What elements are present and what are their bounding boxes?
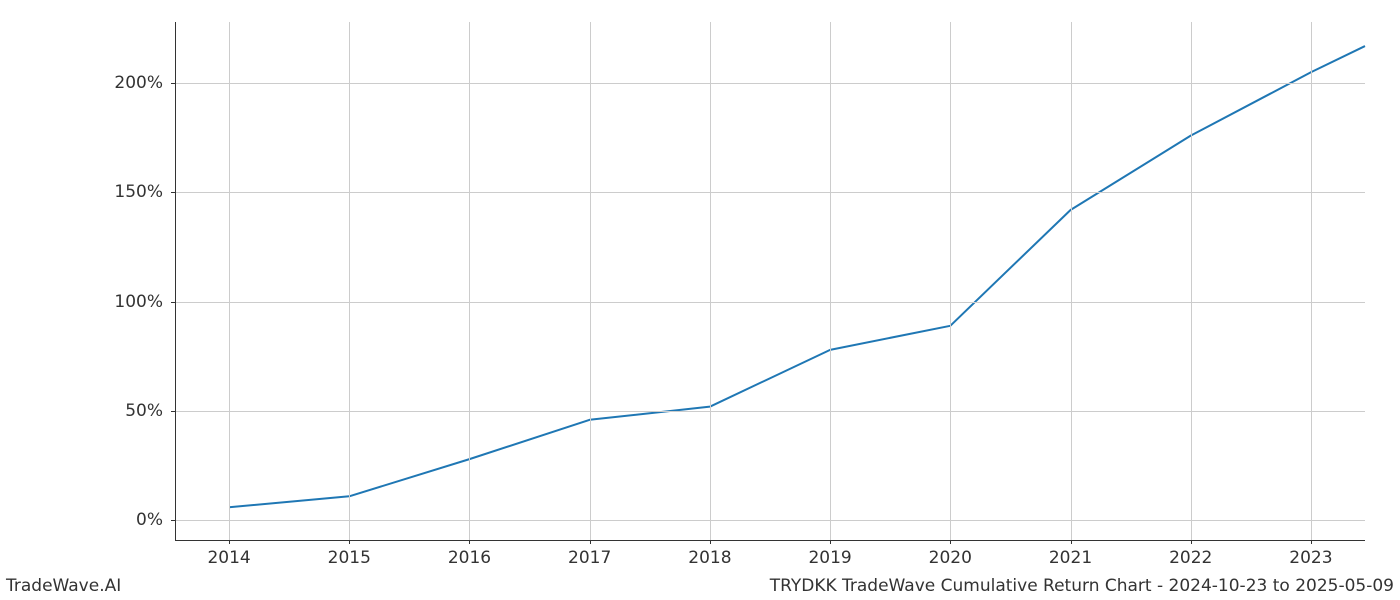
gridline-vertical — [590, 22, 591, 540]
x-tick-label: 2021 — [1049, 548, 1092, 568]
gridline-vertical — [950, 22, 951, 540]
gridline-vertical — [469, 22, 470, 540]
spine-left — [175, 22, 176, 540]
spine-bottom — [175, 540, 1365, 541]
x-tick-label: 2018 — [688, 548, 731, 568]
x-tick-label: 2014 — [207, 548, 250, 568]
x-tick-label: 2015 — [328, 548, 371, 568]
gridline-vertical — [1071, 22, 1072, 540]
plot-area — [175, 22, 1365, 540]
line-layer — [175, 22, 1365, 540]
footer-caption: TRYDKK TradeWave Cumulative Return Chart… — [770, 576, 1394, 596]
y-tick-label: 50% — [103, 401, 163, 421]
x-tick-label: 2016 — [448, 548, 491, 568]
series-line — [229, 46, 1365, 507]
y-tick-label: 200% — [103, 73, 163, 93]
gridline-horizontal — [175, 302, 1365, 303]
x-tick-label: 2023 — [1289, 548, 1332, 568]
gridline-vertical — [710, 22, 711, 540]
gridline-horizontal — [175, 192, 1365, 193]
x-tick-label: 2022 — [1169, 548, 1212, 568]
footer-brand: TradeWave.AI — [6, 576, 121, 596]
return-chart: TradeWave.AI TRYDKK TradeWave Cumulative… — [0, 0, 1400, 600]
x-tick-label: 2017 — [568, 548, 611, 568]
gridline-vertical — [1311, 22, 1312, 540]
x-tick-label: 2020 — [929, 548, 972, 568]
gridline-horizontal — [175, 83, 1365, 84]
gridline-vertical — [229, 22, 230, 540]
gridline-horizontal — [175, 411, 1365, 412]
y-tick-label: 100% — [103, 292, 163, 312]
y-tick-label: 150% — [103, 182, 163, 202]
gridline-horizontal — [175, 520, 1365, 521]
gridline-vertical — [349, 22, 350, 540]
x-tick-label: 2019 — [808, 548, 851, 568]
y-tick-label: 0% — [103, 510, 163, 530]
gridline-vertical — [830, 22, 831, 540]
gridline-vertical — [1191, 22, 1192, 540]
